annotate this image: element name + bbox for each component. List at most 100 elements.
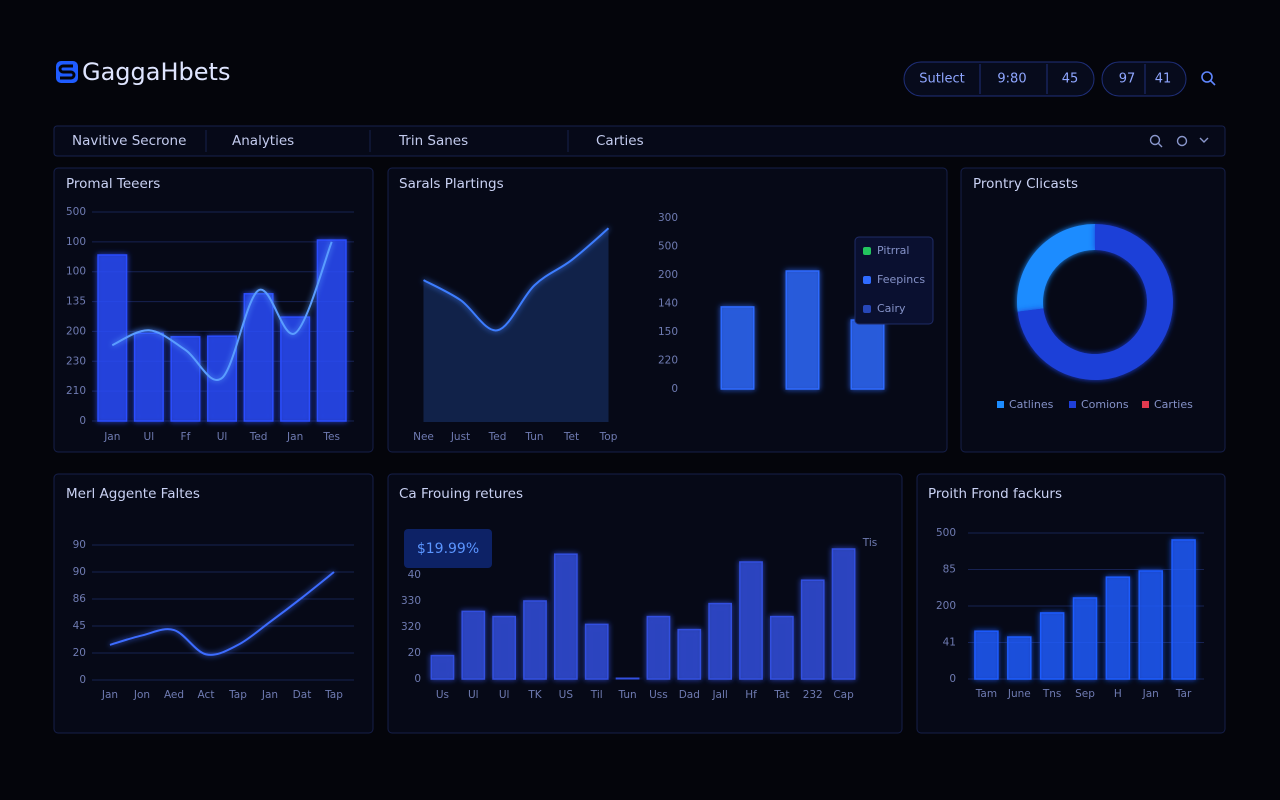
x-tick-label: Jon (133, 689, 150, 701)
y-tick-label: 0 (949, 673, 956, 685)
nav-item[interactable]: Carties (596, 133, 644, 149)
legend-swatch (863, 276, 871, 284)
panel (960, 167, 1226, 453)
bar (1072, 597, 1098, 680)
x-tick-label: Aed (164, 689, 184, 701)
toolbar-item[interactable]: 45 (1062, 72, 1079, 87)
toolbar-item[interactable]: 9:80 (997, 72, 1026, 87)
x-tick-label: Tap (228, 689, 247, 701)
bar (1171, 539, 1196, 680)
y-tick-label: 230 (66, 355, 86, 367)
panel-title: Prontry Clicasts (973, 176, 1078, 192)
y-tick-label: 150 (658, 326, 678, 338)
bar (97, 254, 128, 422)
x-tick-label: Uss (649, 689, 668, 701)
corner-label: Tis (862, 537, 877, 549)
y-tick-label: 330 (401, 595, 421, 607)
x-tick-label: Jall (711, 689, 727, 701)
x-tick-label: Act (198, 689, 215, 701)
y-tick-label: 90 (73, 566, 86, 578)
x-tick-label: Tun (524, 431, 543, 443)
nav-item[interactable]: Navitive Secrone (72, 133, 186, 149)
x-tick-label: Top (599, 431, 618, 443)
nav-item[interactable]: Trin Sanes (398, 133, 468, 149)
bar (615, 677, 640, 680)
x-tick-label: Hf (745, 689, 757, 701)
x-tick-label: Ul (144, 431, 155, 443)
bar (677, 628, 702, 680)
legend-swatch (1069, 401, 1076, 408)
panel-title: Sarals Plartings (399, 176, 504, 192)
logo-icon (56, 61, 78, 83)
x-tick-label: US (559, 689, 574, 701)
toolbar-item[interactable]: 97 (1119, 72, 1136, 87)
x-tick-label: Til (590, 689, 603, 701)
area-fill (423, 228, 609, 422)
panel-title: Ca Frouing retures (399, 486, 523, 502)
y-tick-label: 320 (401, 621, 421, 633)
y-tick-label: 300 (658, 212, 678, 224)
panel-title: Proith Frond fackurs (928, 486, 1062, 502)
y-tick-label: 0 (79, 415, 86, 427)
x-tick-label: Dad (679, 689, 700, 701)
y-tick-label: 210 (66, 385, 86, 397)
x-tick-label: Tun (618, 689, 637, 701)
line (111, 241, 333, 381)
toolbar-pill[interactable] (1101, 61, 1187, 97)
legend-label: Comions (1081, 398, 1129, 411)
y-tick-label: 20 (73, 647, 86, 659)
y-tick-label: 135 (66, 296, 86, 308)
bar (1007, 636, 1032, 680)
brand: GaggaHbets (82, 58, 230, 86)
panel (53, 473, 374, 734)
x-tick-label: Just (450, 431, 470, 443)
x-tick-label: Us (436, 689, 449, 701)
x-tick-label: Ul (499, 689, 510, 701)
y-tick-label: 0 (414, 673, 421, 685)
x-tick-label: Tes (322, 431, 340, 443)
x-tick-label: Nee (413, 431, 434, 443)
y-tick-label: 45 (73, 620, 86, 632)
legend-swatch (1142, 401, 1149, 408)
bar (316, 239, 347, 422)
x-tick-label: Jan (1142, 688, 1159, 700)
nav-search-icon[interactable] (1149, 134, 1163, 148)
x-tick-label: Ul (217, 431, 228, 443)
legend-label: Feepincs (877, 273, 925, 286)
nav-item[interactable]: Analyties (232, 133, 294, 149)
area-line (423, 227, 610, 332)
search-icon[interactable] (1201, 71, 1216, 86)
x-tick-label: Tet (563, 431, 579, 443)
x-tick-label: Tam (975, 688, 997, 700)
bar (243, 293, 274, 422)
bar (646, 615, 671, 680)
donut-segment (1017, 224, 1095, 312)
y-tick-label: 41 (943, 637, 956, 649)
bar (553, 553, 578, 680)
x-tick-label: Tat (773, 689, 789, 701)
bar (430, 654, 455, 680)
x-tick-label: Ted (488, 431, 507, 443)
bar (720, 306, 755, 390)
bar (133, 332, 164, 422)
toolbar-item[interactable]: 41 (1155, 72, 1172, 87)
badge (404, 529, 492, 568)
badge-text: $19.99% (417, 541, 479, 557)
x-tick-label: June (1007, 688, 1031, 700)
x-tick-label: Ted (249, 431, 268, 443)
nav-settings-icon[interactable] (1176, 135, 1209, 147)
x-tick-label: 232 (803, 689, 823, 701)
y-tick-label: 86 (73, 593, 87, 605)
y-tick-label: 0 (671, 383, 678, 395)
nav-bar (53, 125, 1226, 157)
y-tick-label: 200 (658, 269, 678, 281)
bar (800, 579, 825, 680)
y-tick-label: 500 (658, 241, 678, 253)
bar (523, 600, 547, 680)
bar (584, 623, 609, 680)
x-tick-label: Tns (1042, 688, 1062, 700)
toolbar-item[interactable]: Sutlect (919, 72, 964, 87)
bar (785, 270, 820, 390)
y-tick-label: 20 (408, 647, 421, 659)
bar (492, 615, 517, 680)
